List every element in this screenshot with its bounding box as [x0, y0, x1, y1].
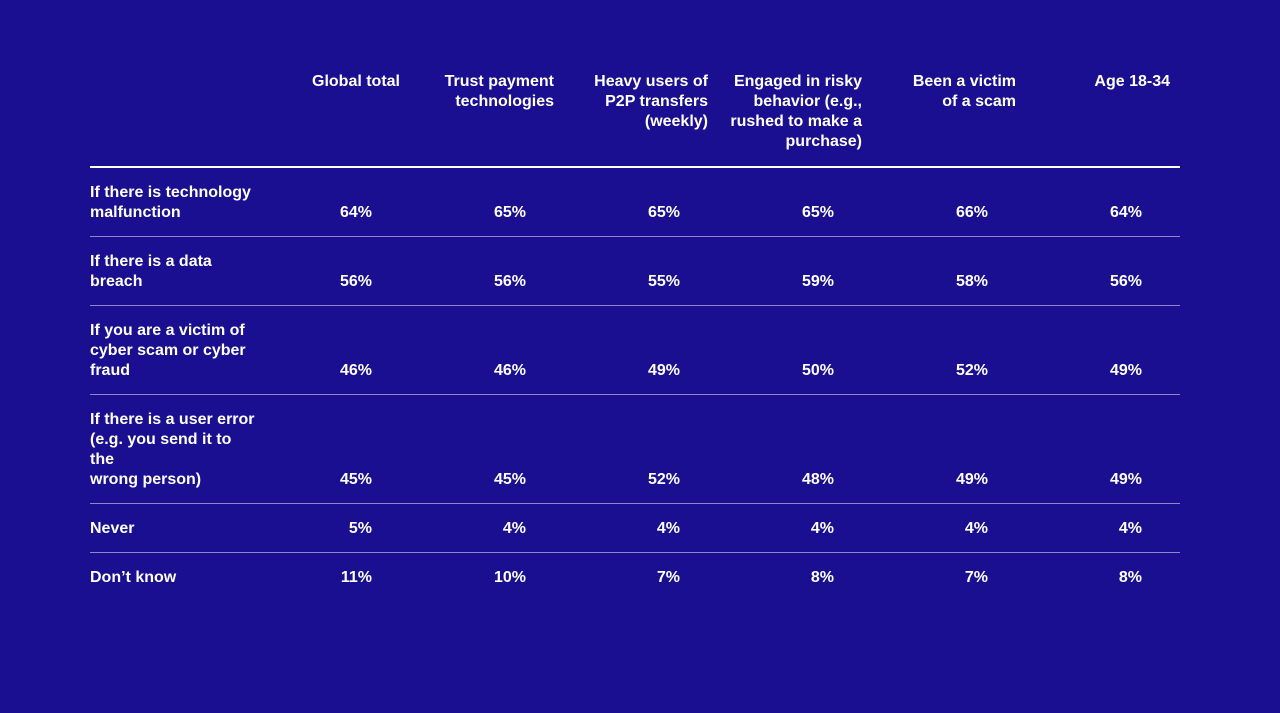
- value-cell: 50%: [801, 362, 834, 379]
- table-row: If you are a victim of cyber scam or cyb…: [90, 306, 1180, 395]
- value-cell: 4%: [964, 520, 988, 537]
- value-cell: 4%: [1118, 520, 1142, 537]
- value-cell: 45%: [493, 471, 526, 488]
- value-cell: 65%: [647, 204, 680, 221]
- value-cell: 55%: [647, 273, 680, 290]
- value-cell: 49%: [1109, 362, 1142, 379]
- column-header-trust-payment-technologies: Trust payment technologies: [444, 73, 554, 110]
- value-cell: 7%: [656, 569, 680, 586]
- value-cell: 10%: [493, 569, 526, 586]
- column-header-victim-of-scam: Been a victim of a scam: [912, 73, 1016, 110]
- value-cell: 49%: [647, 362, 680, 379]
- row-label-dont-know: Don’t know: [90, 569, 177, 586]
- table-row: If there is a user error (e.g. you send …: [90, 395, 1180, 504]
- column-header-engaged-risky-behavior: Engaged in risky behavior (e.g., rushed …: [730, 73, 862, 150]
- row-label-cyber-scam-fraud: If you are a victim of cyber scam or cyb…: [90, 322, 246, 379]
- row-label-user-error: If there is a user error (e.g. you send …: [90, 411, 255, 488]
- value-cell: 59%: [801, 273, 834, 290]
- value-cell: 48%: [801, 471, 834, 488]
- data-table: Global total Trust payment technologies …: [90, 72, 1180, 601]
- value-cell: 56%: [493, 273, 526, 290]
- table-row: Never 5% 4% 4% 4% 4% 4%: [90, 504, 1180, 553]
- value-cell: 64%: [1109, 204, 1142, 221]
- value-cell: 4%: [656, 520, 680, 537]
- value-cell: 49%: [955, 471, 988, 488]
- column-header-heavy-users-p2p: Heavy users of P2P transfers (weekly): [594, 73, 708, 130]
- value-cell: 45%: [339, 471, 372, 488]
- value-cell: 52%: [955, 362, 988, 379]
- value-cell: 64%: [339, 204, 372, 221]
- value-cell: 56%: [1109, 273, 1142, 290]
- table-row: If there is a data breach 56% 56% 55% 59…: [90, 237, 1180, 306]
- value-cell: 4%: [810, 520, 834, 537]
- value-cell: 46%: [493, 362, 526, 379]
- column-header-age-18-34: Age 18-34: [1094, 73, 1170, 90]
- value-cell: 66%: [955, 204, 988, 221]
- column-header-global-total: Global total: [312, 73, 400, 90]
- value-cell: 58%: [955, 273, 988, 290]
- table-row: If there is technology malfunction 64% 6…: [90, 168, 1180, 237]
- value-cell: 5%: [348, 520, 372, 537]
- table-row: Don’t know 11% 10% 7% 8% 7% 8%: [90, 553, 1180, 601]
- value-cell: 65%: [801, 204, 834, 221]
- row-label-data-breach: If there is a data breach: [90, 253, 212, 290]
- value-cell: 46%: [339, 362, 372, 379]
- value-cell: 49%: [1109, 471, 1142, 488]
- row-label-technology-malfunction: If there is technology malfunction: [90, 184, 251, 221]
- value-cell: 8%: [1118, 569, 1142, 586]
- value-cell: 4%: [502, 520, 526, 537]
- value-cell: 65%: [493, 204, 526, 221]
- value-cell: 7%: [964, 569, 988, 586]
- value-cell: 8%: [810, 569, 834, 586]
- value-cell: 56%: [339, 273, 372, 290]
- value-cell: 52%: [647, 471, 680, 488]
- row-label-never: Never: [90, 520, 135, 537]
- table-header-row: Global total Trust payment technologies …: [90, 72, 1180, 168]
- value-cell: 11%: [340, 569, 372, 586]
